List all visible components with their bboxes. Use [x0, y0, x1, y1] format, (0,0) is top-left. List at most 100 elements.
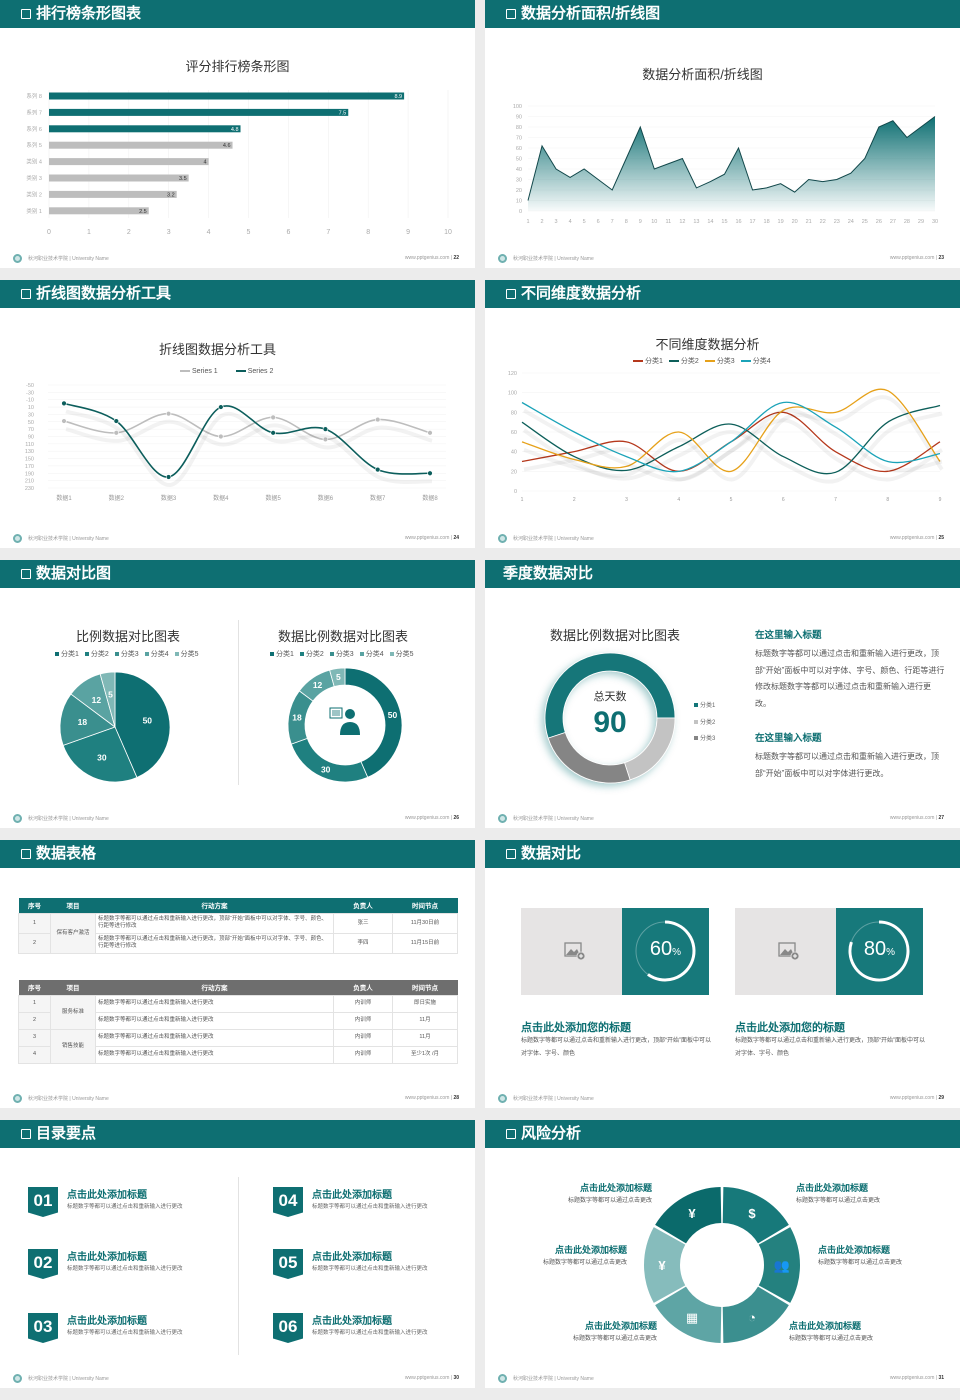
cell-no: 1	[18, 994, 51, 1013]
x-tick-label: 2	[573, 497, 576, 503]
footer-url[interactable]: www.pptgenius.com	[404, 815, 450, 821]
y-tick-label: 130	[25, 449, 34, 455]
y-tick-label: 110	[25, 442, 34, 448]
checkbox-icon	[506, 849, 516, 859]
data-point	[270, 430, 276, 436]
y-tick-label: -50	[26, 383, 34, 389]
cell-owner: 内训师	[333, 1011, 393, 1030]
x-tick-label: 10	[651, 219, 657, 225]
y-tick-label: 90	[28, 435, 34, 441]
x-tick-label: 14	[707, 219, 713, 225]
risk-item-text: 标题数字等都可以通过点击更改	[542, 1260, 627, 1266]
pie-chart-icon: ◔	[748, 1310, 756, 1325]
slide-title: 风险分析	[521, 1125, 582, 1142]
school-logo-icon	[13, 1374, 22, 1383]
data-point	[375, 466, 381, 473]
legend-swatch	[144, 652, 149, 657]
footer-url[interactable]: www.pptgenius.com	[889, 815, 935, 821]
school-logo-icon	[498, 814, 507, 823]
footer-school: 秋河职业技术学院 | University Name	[513, 1376, 594, 1382]
slice	[290, 737, 369, 783]
slide-header: 目录要点	[0, 1120, 475, 1148]
cell-project: 保有客户激活	[50, 912, 96, 954]
bar-value-label: 4.6	[223, 143, 231, 149]
x-tick-label: 23	[834, 219, 840, 225]
slide-title: 数据表格	[36, 845, 97, 862]
risk-item-title: 点击此处添加标题	[579, 1183, 652, 1193]
x-tick-label: 数据2	[109, 494, 125, 502]
bar	[49, 108, 349, 116]
slide-toc[interactable]: 目录要点 秋河职业技术学院 | University Name www.pptg…	[0, 1120, 475, 1388]
slice-label: 30	[321, 764, 331, 774]
footer-school: 秋河职业技术学院 | University Name	[513, 816, 594, 822]
y-tick-label: 30	[28, 412, 34, 418]
legend-swatch	[633, 360, 643, 363]
risk-item-title: 点击此处添加标题	[818, 1245, 891, 1255]
column-header: 项目	[50, 980, 96, 995]
legend-label: 分类3	[335, 651, 354, 658]
slide-quarter-compare[interactable]: 季度数据对比 数据比例数据对比图表 总天数 90 分类1 分类2 分类3 在这里输入…	[485, 560, 960, 828]
page-number: 29	[938, 1095, 944, 1101]
divider	[238, 1177, 239, 1355]
footer-school: 秋河职业技术学院 | University Name	[28, 256, 109, 262]
footer-school: 秋河职业技术学院 | University Name	[513, 1096, 594, 1102]
checkbox-icon	[506, 9, 516, 19]
footer-url[interactable]: www.pptgenius.com	[404, 535, 450, 541]
cell-no: 4	[18, 1045, 51, 1064]
slice-label: 12	[92, 695, 102, 705]
slide-header: 数据表格	[0, 840, 475, 868]
slide-pie-charts[interactable]: 数据对比图 比例数据对比图表 数据比例数据对比图表 分类1 分类2 分类3 分类4 分类…	[0, 560, 475, 828]
legend-swatch	[668, 360, 679, 363]
mountain	[566, 949, 580, 955]
slide-line-chart[interactable]: 折线图数据分析工具 折线图数据分析工具 Series 1 Series 2 -5…	[0, 280, 475, 548]
item-text: 标题数字等都可以通过点击和重新输入进行更改	[312, 1204, 428, 1210]
item-title: 点击此处添加标题	[312, 1252, 392, 1263]
slide-multi-line-chart[interactable]: 不同维度数据分析 不同维度数据分析 分类1 分类2 分类3 分类4 0 20 40 60 80…	[485, 280, 960, 548]
number-badge: 05	[273, 1249, 303, 1279]
risk-item-text: 标题数字等都可以通过点击更改	[796, 1198, 881, 1204]
area-line	[527, 116, 936, 201]
legend-item: 分类1	[55, 649, 79, 659]
cycle-segment	[644, 1227, 686, 1303]
slide-bar-chart[interactable]: 排行榜条形图表 评分排行榜条形图 0 1 2 3 4 5 6 7 8 9 10 2.5 类别 1 3.2 类…	[0, 0, 475, 268]
footer-url[interactable]: www.pptgenius.com	[404, 255, 450, 261]
cell-time: 11月15日前	[392, 932, 458, 954]
x-tick-label: 3	[625, 497, 628, 503]
footer-url[interactable]: www.pptgenius.com	[404, 1095, 450, 1101]
y-tick-label: 150	[25, 457, 34, 463]
cell-time: 即日实施	[392, 994, 458, 1013]
footer-school: 秋河职业技术学院 | University Name	[28, 1376, 109, 1382]
legend-label: 分类2	[305, 651, 324, 658]
bar	[49, 190, 177, 198]
legend-label: 分类1	[645, 358, 663, 365]
slice	[114, 671, 171, 778]
footer-url[interactable]: www.pptgenius.com	[889, 1375, 935, 1381]
slide-risk-analysis[interactable]: 风险分析 ¥ $ 👥 ◔ ▦ ¥ 秋河职业技术学院 | University Name w…	[485, 1120, 960, 1388]
table-row: 3 销售技能 标题数字等都可以通过点击和重新输入进行更改 内训师 11月	[18, 1028, 458, 1064]
y-tick-label: 10	[28, 405, 34, 411]
footer-url[interactable]: www.pptgenius.com	[404, 1375, 450, 1381]
legend-label: Series 1	[192, 368, 218, 375]
slide-data-table[interactable]: 数据表格 序号 项目 行动方案 负责人 时间节点 1 保有客户激活 标题数字等都…	[0, 840, 475, 1108]
slide-area-chart[interactable]: 数据分析面积/折线图 数据分析面积/折线图 0 10 20 30 40 50 60 70 80 9…	[485, 0, 960, 268]
data-point	[427, 470, 433, 476]
footer-url[interactable]: www.pptgenius.com	[889, 1095, 935, 1101]
x-tick-label: 7	[834, 497, 837, 503]
x-tick-label: 6	[782, 497, 785, 503]
x-tick-label: 9	[406, 229, 410, 236]
category-label: 系列 5	[26, 141, 42, 149]
footer-url[interactable]: www.pptgenius.com	[889, 255, 935, 261]
cycle-segment	[722, 1187, 789, 1244]
footer-url[interactable]: www.pptgenius.com	[889, 535, 935, 541]
chart-title: 数据比例数据对比图表	[549, 628, 680, 643]
progress-rings	[564, 920, 910, 982]
slide-header: 数据对比	[485, 840, 960, 868]
legend-swatch	[114, 652, 119, 657]
x-tick-label: 数据5	[265, 494, 281, 502]
slide-title: 数据对比	[521, 845, 582, 862]
slide-data-compare[interactable]: 数据对比 60% 80% 点击此处添加您的标题 标题数字等都可以通过点击和重新输…	[485, 840, 960, 1108]
progress-arc	[848, 920, 910, 982]
donut-center-label: 总天数	[593, 691, 627, 703]
bar-chart: 0 1 2 3 4 5 6 7 8 9 10 2.5 类别 1 3.2 类别 2 3.5 类别 3 4 类别 4 4.…	[26, 90, 452, 236]
frame	[778, 942, 796, 957]
